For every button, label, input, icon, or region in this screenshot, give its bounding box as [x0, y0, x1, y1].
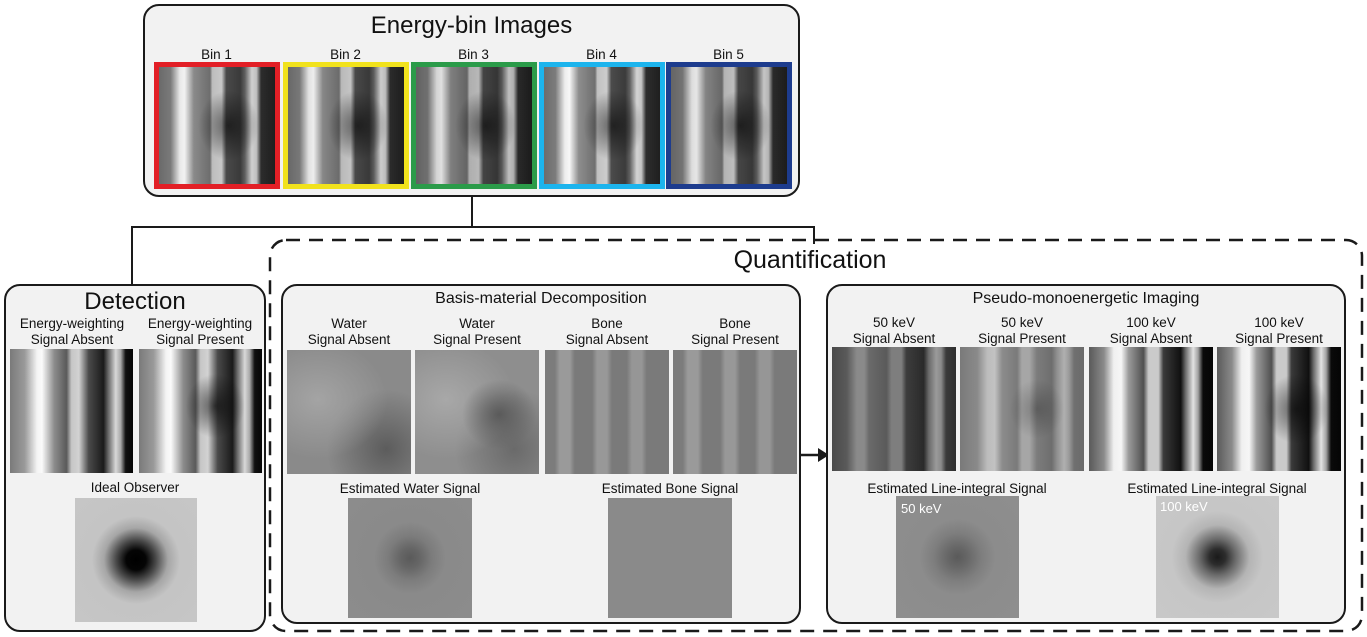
bin-label-1: Bin 1 [201, 47, 232, 62]
bin-label-5: Bin 5 [713, 47, 744, 62]
detection-present-label-1: Energy-weighting [147, 316, 253, 331]
detection-present-label-2: Signal Present [156, 332, 244, 347]
bin-image-2 [283, 62, 409, 189]
pseudo-panel-4-line1: 100 keV [1254, 315, 1304, 330]
pseudo-panel-3-line1: 100 keV [1126, 315, 1176, 330]
bin-label-4: Bin 4 [586, 47, 617, 62]
detection-absent-image [10, 349, 133, 473]
connector-left-vertical [131, 226, 133, 285]
ideal-observer-image [75, 498, 197, 622]
bin-image-3 [411, 62, 537, 189]
bin-image-5 [666, 62, 792, 189]
basis-panel-3-line2: Signal Absent [565, 332, 649, 347]
basis-image-2 [415, 350, 539, 474]
pseudo-image-3 [1089, 347, 1213, 471]
basis-panel-2-line1: Water [459, 316, 495, 331]
quantification-title: Quantification [630, 246, 990, 275]
pseudo-panel-1-line1: 50 keV [872, 315, 916, 330]
detection-absent-label-1: Energy-weighting [19, 316, 125, 331]
basis-image-1 [287, 350, 411, 474]
detection-present-image [139, 349, 262, 473]
pseudo-image-4 [1217, 347, 1341, 471]
basis-image-4 [673, 350, 797, 474]
pseudo-panel-2-line2: Signal Present [978, 331, 1066, 346]
est-water-label: Estimated Water Signal [339, 481, 481, 496]
pseudo-title: Pseudo-monoenergetic Imaging [972, 290, 1200, 307]
arrow-right [801, 448, 829, 462]
basis-panel-1-line1: Water [331, 316, 367, 331]
pseudo-image-2 [960, 347, 1084, 471]
detection-absent-label-2: Signal Absent [30, 332, 114, 347]
pseudo-panel-1-line2: Signal Absent [852, 331, 936, 346]
est-line-label-50: Estimated Line-integral Signal [867, 481, 1047, 496]
connector-right-vertical [813, 226, 815, 244]
basis-panel-1-line2: Signal Absent [307, 332, 391, 347]
est-bone-image [608, 498, 732, 618]
bin-label-3: Bin 3 [458, 47, 489, 62]
pseudo-image-1 [832, 347, 956, 471]
basis-title: Basis-material Decomposition [435, 290, 647, 307]
connector-horizontal [131, 226, 815, 228]
bin-image-4 [539, 62, 665, 189]
bin-image-1 [154, 62, 280, 189]
basis-image-3 [545, 350, 669, 474]
inset-label-50: 50 keV [901, 501, 942, 516]
est-line-image-50: 50 keV [896, 496, 1019, 618]
ideal-observer-label: Ideal Observer [90, 480, 180, 495]
est-bone-label: Estimated Bone Signal [601, 481, 739, 496]
basis-panel-4-line1: Bone [719, 316, 751, 331]
energy-bin-title: Energy-bin Images [370, 12, 573, 39]
est-line-image-100: 100 keV [1156, 496, 1279, 618]
pseudo-panel-3-line2: Signal Absent [1109, 331, 1193, 346]
quantification-dashed-border [268, 238, 1364, 633]
inset-label-100: 100 keV [1160, 499, 1208, 514]
basis-panel-4-line2: Signal Present [691, 332, 779, 347]
connector-top-vertical [471, 195, 473, 227]
basis-panel-3-line1: Bone [591, 316, 623, 331]
bin-label-2: Bin 2 [330, 47, 361, 62]
detection-title: Detection [84, 288, 186, 315]
est-water-image [348, 498, 472, 618]
pseudo-panel-2-line1: 50 keV [1000, 315, 1044, 330]
pseudo-panel-4-line2: Signal Present [1235, 331, 1323, 346]
est-line-label-100: Estimated Line-integral Signal [1127, 481, 1307, 496]
basis-panel-2-line2: Signal Present [433, 332, 521, 347]
